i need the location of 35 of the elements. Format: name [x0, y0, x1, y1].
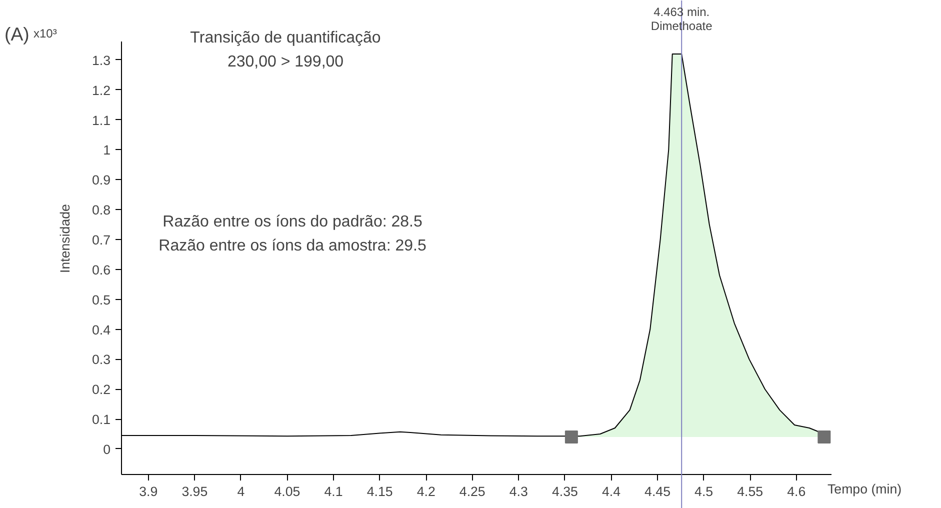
x-tick-label: 3.9 — [139, 484, 158, 499]
x-tick-label: 4.2 — [416, 484, 436, 499]
y-axis-title: Intensidade — [58, 204, 72, 273]
y-tick-label: 0.4 — [92, 322, 112, 338]
x-tick-label: 4 — [237, 484, 246, 499]
annotation: Razão entre os íons do padrão: 28.5 Razão entre os íons da amostra: 29.5 — [158, 214, 426, 254]
x-tick-label: 4.35 — [552, 484, 578, 499]
x-tick-label: 4.05 — [274, 484, 300, 499]
x-tick-label: 4.5 — [694, 484, 714, 499]
x-tick-label: 4.25 — [459, 484, 486, 499]
y-tick-label: 1.3 — [92, 52, 111, 68]
x-tick-label: 4.45 — [644, 484, 671, 499]
x-tick-label: 3.95 — [182, 484, 208, 499]
y-tick-label: 0.7 — [92, 232, 111, 248]
y-tick-label: 0.3 — [92, 352, 111, 368]
x-tick-label: 4.4 — [602, 484, 622, 499]
y-tick-label: 0 — [103, 442, 111, 457]
y-tick-label: 0.1 — [92, 412, 111, 428]
x-axis-title: Tempo (min) — [828, 482, 902, 496]
x-tick-label: 4.3 — [509, 484, 528, 499]
y-tick-label: 1.1 — [92, 112, 111, 128]
x-tick-label: 4.6 — [787, 484, 806, 499]
x-tick-label: 4.1 — [324, 484, 343, 499]
y-tick-label: 1 — [103, 142, 111, 158]
x-tick-label: 4.15 — [366, 484, 393, 499]
y-tick-label: 1.2 — [92, 82, 111, 98]
text: (A) — [4, 24, 30, 44]
annotation: Transição de quantificação 230,00 > 199,00 — [190, 30, 381, 70]
y-tick-label: 0.6 — [92, 262, 111, 278]
y-tick-label: 0.2 — [92, 382, 111, 398]
y-tick-label: 0.9 — [92, 172, 111, 188]
y-tick-label: 0.8 — [92, 202, 111, 218]
y-tick-label: 0.5 — [92, 292, 111, 308]
x-tick-label: 4.55 — [737, 484, 764, 499]
text: x10³ — [34, 26, 57, 40]
